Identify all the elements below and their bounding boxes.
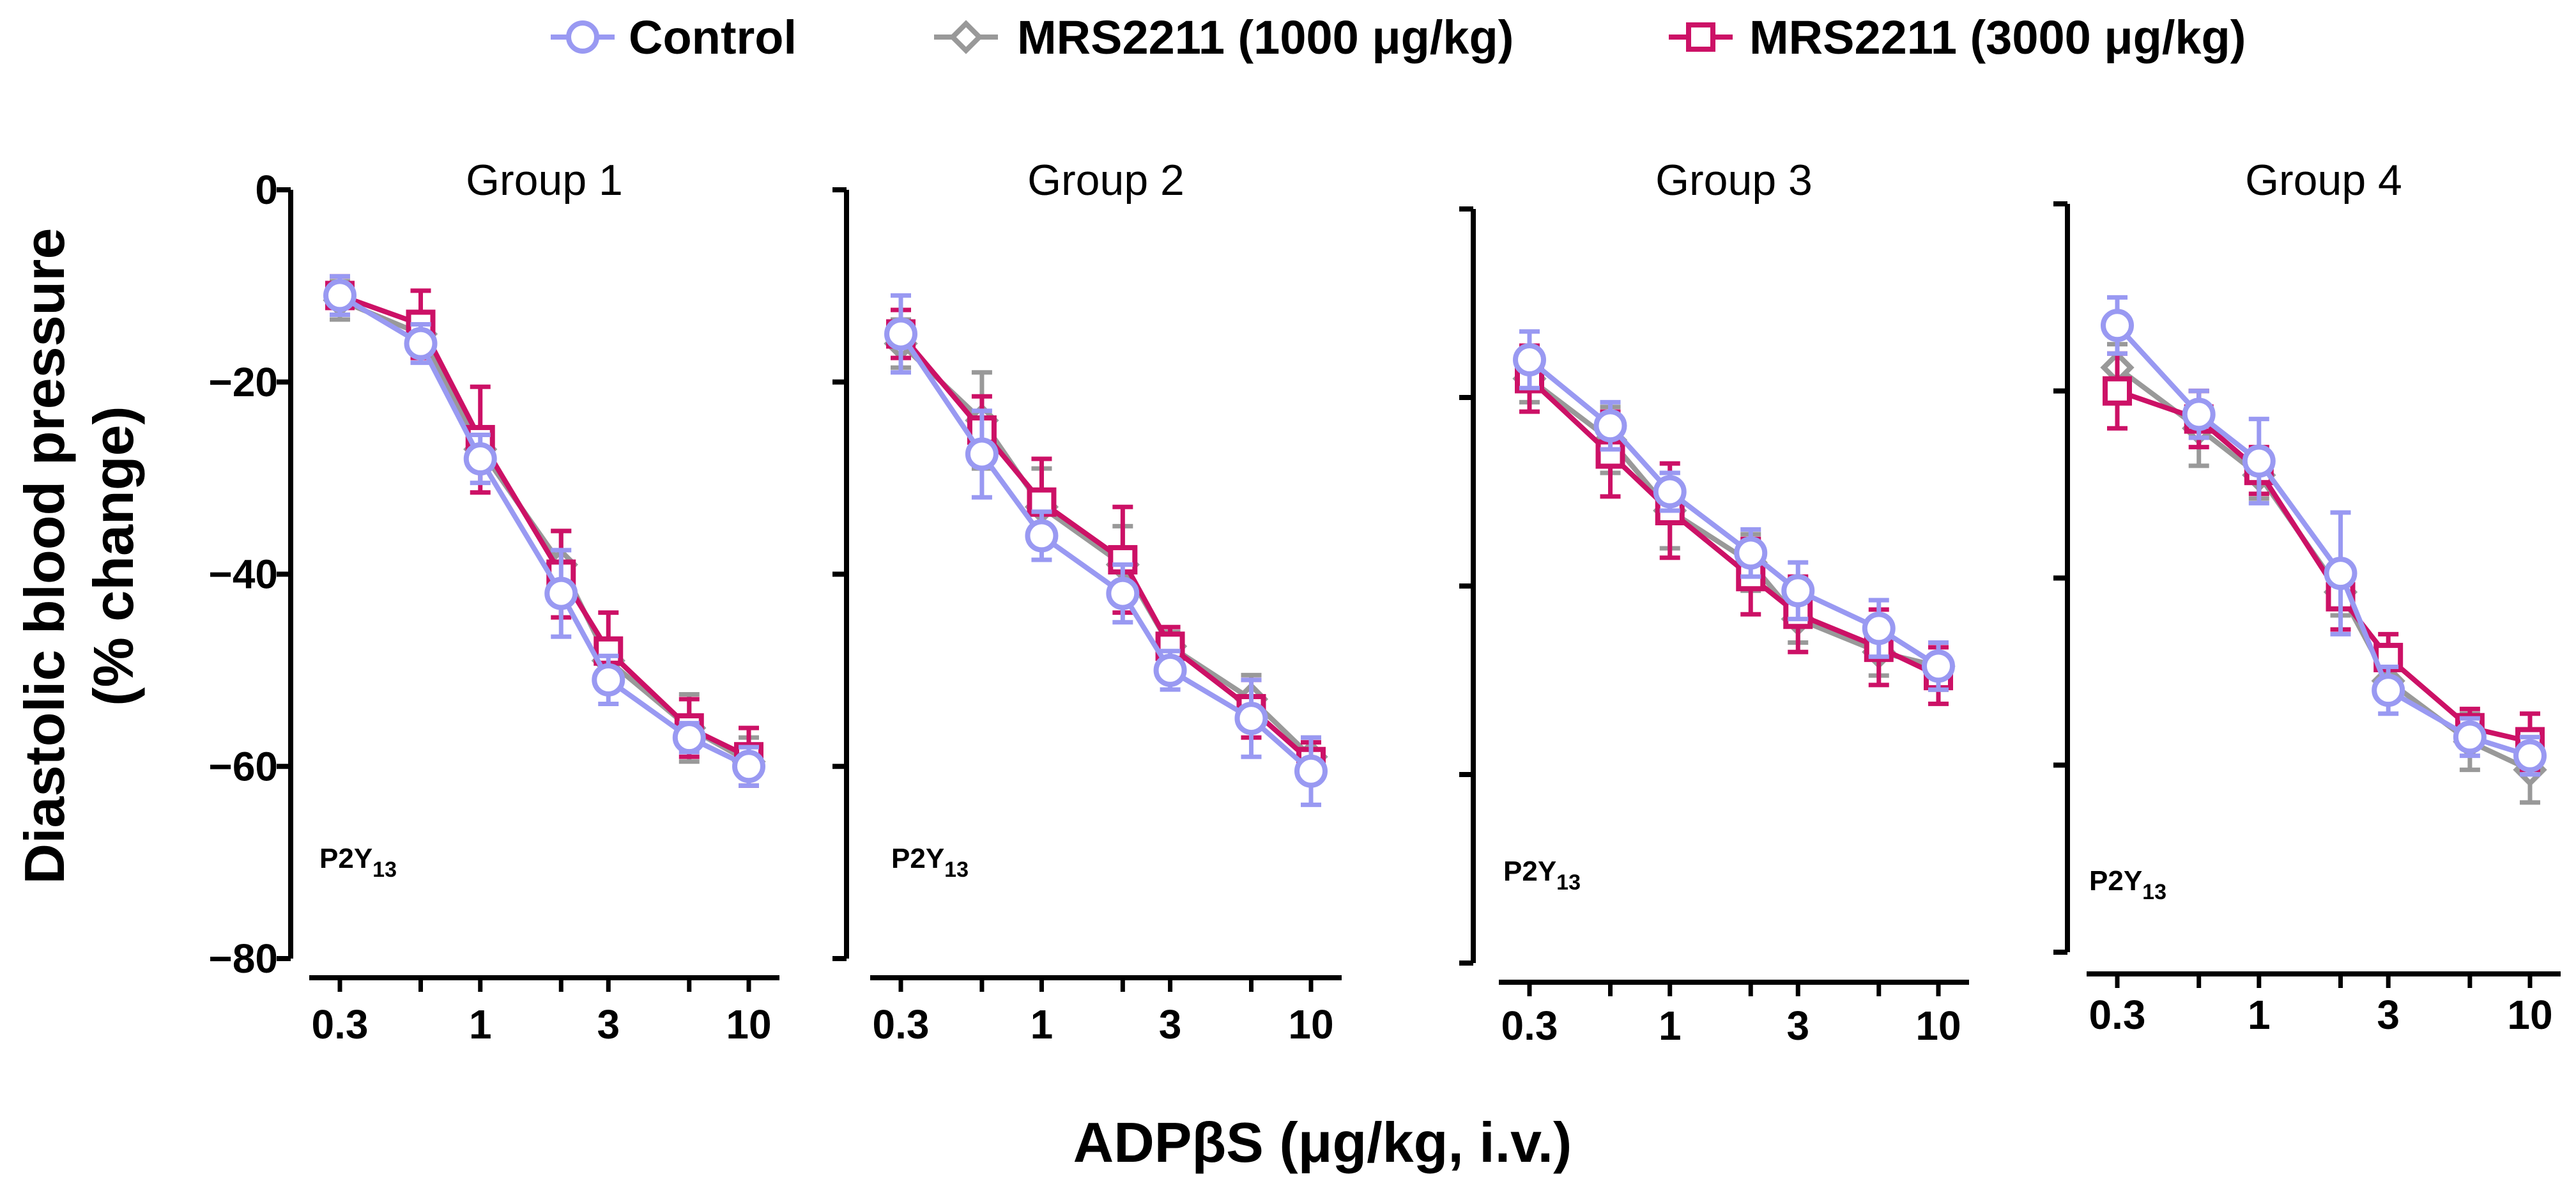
data-point — [1513, 343, 1546, 376]
panel-1: Group 1 0 −20 −40 −60 −80 0.3 1 3 10 P2Y13 — [208, 156, 779, 1047]
data-point — [592, 663, 625, 697]
data-point — [463, 442, 497, 476]
x-tick-label: 10 — [1288, 1001, 1333, 1047]
x-tick-label: 3 — [1159, 1001, 1182, 1047]
x-tick-label: 1 — [2248, 992, 2271, 1038]
legend-marker-diamond — [949, 20, 983, 54]
data-point — [2242, 444, 2276, 478]
data-point — [965, 437, 999, 471]
x-tick-label: 10 — [726, 1001, 771, 1047]
series-circle — [884, 293, 1328, 807]
series-square — [325, 274, 763, 788]
series-square — [2103, 351, 2545, 773]
legend-marker-square — [1686, 22, 1715, 52]
data-point — [2182, 397, 2216, 431]
legend-item: Control — [551, 11, 797, 64]
data-point — [1153, 653, 1187, 687]
receptor-annotation: P2Y13 — [319, 843, 397, 882]
data-point — [1862, 612, 1896, 645]
panels: Group 1 0 −20 −40 −60 −80 0.3 1 3 10 P2Y13 Group 2 0… — [208, 156, 2561, 1049]
data-point — [2324, 557, 2358, 590]
data-point — [1653, 475, 1687, 509]
data-point — [1234, 702, 1268, 736]
data-point — [2453, 720, 2487, 754]
data-point — [2101, 309, 2134, 343]
series-line — [339, 293, 750, 759]
series-circle — [323, 274, 765, 788]
data-point — [1294, 754, 1328, 788]
legend: Control MRS2211 (1000 μg/kg) MRS2211 (3000… — [551, 11, 2246, 64]
data-point — [2372, 674, 2405, 707]
data-point — [2103, 376, 2132, 406]
y-tick-label: −80 — [208, 936, 278, 982]
legend-marker-circle — [566, 20, 599, 54]
y-axis-title: Diastolic blood pressure — [13, 228, 76, 884]
panel-title: Group 4 — [2245, 156, 2402, 204]
data-point — [323, 279, 356, 312]
panel-4: Group 4 0.3 1 3 10 P2Y13 — [2053, 156, 2561, 1038]
data-point — [1781, 574, 1815, 608]
panel-2: Group 2 0.3 1 3 10 P2Y13 — [832, 156, 1342, 1047]
series-line — [2115, 323, 2531, 759]
data-point — [1734, 536, 1768, 570]
data-point — [1593, 409, 1627, 443]
x-axis-title: ADPβS (μg/kg, i.v.) — [1073, 1111, 1572, 1174]
data-point — [2513, 739, 2547, 773]
series-line — [2116, 388, 2531, 744]
x-tick-label: 0.3 — [312, 1001, 369, 1047]
y-tick-label: 0 — [255, 167, 278, 213]
x-tick-label: 10 — [2507, 992, 2552, 1038]
panel-title: Group 3 — [1655, 156, 1813, 204]
data-point — [544, 576, 578, 610]
legend-item: MRS2211 (3000 μg/kg) — [1669, 11, 2246, 64]
data-point — [1106, 576, 1140, 610]
y-tick-label: −40 — [208, 552, 278, 598]
series-square — [1515, 343, 1953, 706]
data-point — [672, 721, 706, 755]
x-tick-label: 1 — [1031, 1001, 1054, 1047]
x-tick-label: 1 — [469, 1001, 492, 1047]
legend-item: MRS2211 (1000 μg/kg) — [934, 11, 1514, 64]
series-circle — [1513, 329, 1955, 692]
legend-label: Control — [629, 11, 797, 64]
y-tick-label: −60 — [208, 743, 278, 789]
data-point — [1025, 519, 1059, 553]
x-tick-label: 3 — [2377, 992, 2400, 1038]
data-point — [404, 327, 438, 360]
x-tick-label: 10 — [1915, 1003, 1961, 1049]
receptor-annotation: P2Y13 — [891, 843, 969, 882]
receptor-annotation: P2Y13 — [2089, 865, 2166, 904]
legend-label: MRS2211 (1000 μg/kg) — [1017, 11, 1514, 64]
legend-label: MRS2211 (3000 μg/kg) — [1749, 11, 2246, 64]
x-tick-label: 3 — [597, 1001, 620, 1047]
data-point — [884, 317, 917, 351]
y-tick-label: −20 — [208, 359, 278, 405]
panel-3: Group 3 0.3 1 3 10 P2Y13 — [1459, 156, 1969, 1049]
panel-title: Group 2 — [1027, 156, 1184, 204]
x-tick-label: 0.3 — [2089, 992, 2146, 1038]
receptor-annotation: P2Y13 — [1503, 856, 1581, 895]
series-circle — [2101, 295, 2547, 777]
series-diamond — [323, 279, 766, 788]
y-axis-title-unit: (% change) — [82, 406, 145, 706]
panel-title: Group 1 — [466, 156, 623, 204]
data-point — [732, 750, 765, 783]
data-point — [1922, 649, 1955, 683]
x-tick-label: 1 — [1659, 1003, 1682, 1049]
x-tick-label: 0.3 — [1501, 1003, 1558, 1049]
x-tick-label: 3 — [1786, 1003, 1809, 1049]
x-tick-label: 0.3 — [873, 1001, 930, 1047]
